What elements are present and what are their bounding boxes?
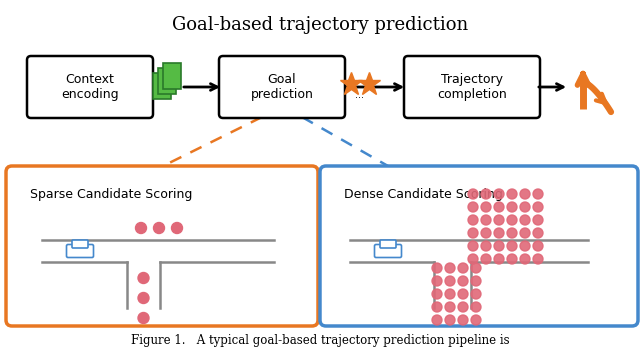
FancyBboxPatch shape (404, 56, 540, 118)
Circle shape (445, 263, 455, 273)
Circle shape (507, 254, 517, 264)
Text: Context
encoding: Context encoding (61, 73, 119, 101)
Circle shape (468, 254, 478, 264)
Circle shape (481, 254, 491, 264)
Circle shape (468, 215, 478, 225)
Circle shape (432, 289, 442, 299)
Circle shape (154, 222, 164, 233)
Text: Sparse Candidate Scoring: Sparse Candidate Scoring (30, 188, 193, 201)
Circle shape (533, 189, 543, 199)
Circle shape (481, 215, 491, 225)
Circle shape (494, 202, 504, 212)
FancyBboxPatch shape (380, 240, 396, 248)
FancyBboxPatch shape (153, 73, 171, 99)
Circle shape (520, 189, 530, 199)
Circle shape (533, 215, 543, 225)
FancyBboxPatch shape (158, 68, 176, 94)
Circle shape (520, 228, 530, 238)
FancyBboxPatch shape (163, 63, 181, 89)
Circle shape (471, 263, 481, 273)
Circle shape (468, 228, 478, 238)
Circle shape (520, 254, 530, 264)
Circle shape (481, 241, 491, 251)
Circle shape (533, 254, 543, 264)
Circle shape (533, 202, 543, 212)
Circle shape (471, 289, 481, 299)
Circle shape (432, 263, 442, 273)
Circle shape (432, 276, 442, 286)
Circle shape (458, 302, 468, 312)
Circle shape (471, 302, 481, 312)
Circle shape (471, 315, 481, 325)
Circle shape (172, 222, 182, 233)
Circle shape (458, 289, 468, 299)
Text: Figure 1.   A typical goal-based trajectory prediction pipeline is: Figure 1. A typical goal-based trajector… (131, 334, 509, 347)
Circle shape (533, 228, 543, 238)
FancyBboxPatch shape (67, 245, 93, 257)
Circle shape (520, 241, 530, 251)
Circle shape (445, 302, 455, 312)
Circle shape (520, 202, 530, 212)
FancyBboxPatch shape (219, 56, 345, 118)
FancyBboxPatch shape (320, 166, 638, 326)
Text: Goal
prediction: Goal prediction (251, 73, 314, 101)
Circle shape (507, 202, 517, 212)
Circle shape (494, 241, 504, 251)
Circle shape (445, 276, 455, 286)
Circle shape (445, 289, 455, 299)
Circle shape (432, 302, 442, 312)
Circle shape (445, 315, 455, 325)
Text: Trajectory
completion: Trajectory completion (437, 73, 507, 101)
Circle shape (138, 272, 149, 283)
Circle shape (494, 228, 504, 238)
Circle shape (533, 241, 543, 251)
Circle shape (507, 215, 517, 225)
Circle shape (494, 215, 504, 225)
Circle shape (468, 202, 478, 212)
Circle shape (458, 263, 468, 273)
Circle shape (481, 202, 491, 212)
Circle shape (471, 276, 481, 286)
Circle shape (507, 228, 517, 238)
Text: ...: ... (355, 90, 365, 100)
Circle shape (468, 189, 478, 199)
Circle shape (481, 189, 491, 199)
FancyBboxPatch shape (72, 240, 88, 248)
Circle shape (432, 315, 442, 325)
Circle shape (507, 241, 517, 251)
FancyBboxPatch shape (6, 166, 318, 326)
Circle shape (507, 189, 517, 199)
Text: Goal-based trajectory prediction: Goal-based trajectory prediction (172, 16, 468, 34)
Circle shape (136, 222, 147, 233)
Circle shape (481, 228, 491, 238)
Circle shape (494, 189, 504, 199)
Circle shape (494, 254, 504, 264)
Circle shape (458, 315, 468, 325)
Circle shape (138, 312, 149, 323)
Circle shape (520, 215, 530, 225)
Circle shape (138, 292, 149, 303)
Circle shape (458, 276, 468, 286)
FancyBboxPatch shape (27, 56, 153, 118)
Text: Dense Candidate Scoring: Dense Candidate Scoring (344, 188, 503, 201)
Circle shape (468, 241, 478, 251)
FancyBboxPatch shape (374, 245, 401, 257)
